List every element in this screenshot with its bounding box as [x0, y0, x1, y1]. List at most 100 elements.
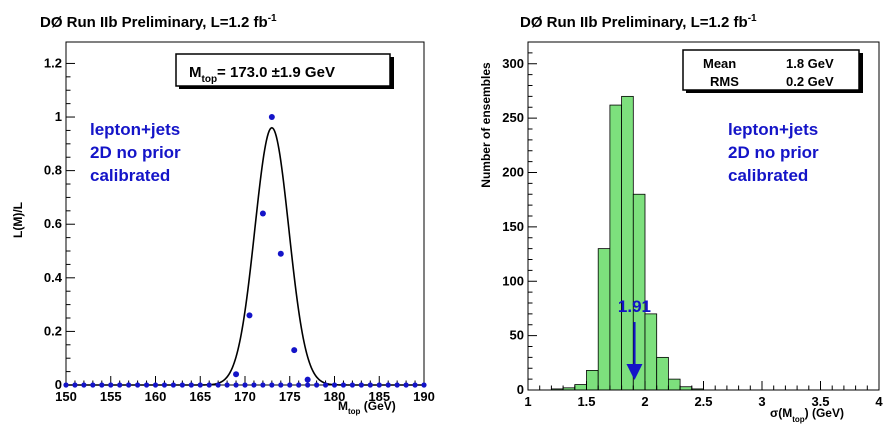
data-point — [412, 382, 418, 388]
data-point — [90, 382, 96, 388]
right-annotation: lepton+jets 2D no prior calibrated — [728, 120, 819, 185]
arrow-head — [626, 364, 643, 380]
histogram-bar — [644, 313, 658, 391]
left-x-tick-label: 190 — [413, 389, 435, 404]
right-y-tick-label: 50 — [510, 328, 524, 343]
histogram-bar — [621, 95, 634, 391]
right-plot-area: 1 1.5 2 2.5 3 3.5 4 0 50 100 150 200 250 300 1.91 — [502, 41, 883, 409]
data-point — [304, 376, 311, 383]
left-result-box: Mtop= 173.0 ±1.9 GeV — [175, 53, 394, 89]
data-point — [233, 371, 240, 378]
left-x-tick-label: 155 — [100, 389, 122, 404]
data-point — [349, 382, 355, 388]
data-point — [259, 210, 266, 217]
right-xlabel: σ(Mtop) (GeV) — [770, 406, 844, 424]
data-point — [135, 382, 141, 388]
data-point — [322, 382, 329, 388]
left-y-tick-label: 0.6 — [44, 216, 62, 231]
left-annotation-line-2: 2D no prior — [90, 143, 181, 162]
stats-rms-value: 0.2 GeV — [786, 74, 834, 89]
data-point — [277, 250, 284, 257]
left-result-text: Mtop= 173.0 ±1.9 GeV — [189, 64, 335, 85]
data-point — [143, 382, 150, 388]
data-point — [291, 347, 298, 354]
data-point — [63, 382, 69, 388]
data-point — [367, 382, 373, 388]
right-x-tick-label: 2.5 — [694, 394, 712, 409]
histogram-bar — [656, 356, 669, 391]
left-annotation: lepton+jets 2D no prior calibrated — [90, 120, 181, 185]
left-y-tick-label: 1 — [55, 109, 62, 124]
data-point — [179, 382, 185, 388]
left-plot-area: 150 155 160 165 170 175 180 185 190 0 0.2 0.4 0.6 0.8… — [44, 41, 435, 404]
left-y-tick-label: 0.8 — [44, 163, 62, 178]
data-point — [242, 382, 248, 388]
data-point — [108, 382, 114, 388]
left-x-tick-label: 170 — [234, 389, 256, 404]
right-chart: DØ Run IIb Preliminary, L=1.2 fb-1 Numbe… — [479, 13, 883, 424]
left-title: DØ Run IIb Preliminary, L=1.2 fb-1 — [40, 13, 277, 31]
data-point — [385, 382, 391, 388]
data-point — [126, 382, 132, 388]
data-point — [152, 382, 159, 388]
fit-curve — [66, 126, 424, 386]
right-stats-box: Mean 1.8 GeV RMS 0.2 GeV — [682, 49, 863, 93]
data-point — [278, 382, 284, 388]
left-y-tick-label: 0 — [55, 377, 62, 392]
right-y-tick-label: 300 — [502, 56, 524, 71]
left-x-tick-label: 150 — [55, 389, 77, 404]
data-point — [340, 382, 347, 388]
data-point — [403, 382, 409, 388]
data-point — [161, 382, 168, 388]
histogram-bar — [597, 248, 611, 391]
data-point — [206, 382, 212, 388]
left-x-tick-label: 165 — [189, 389, 211, 404]
left-annotation-line-3: calibrated — [90, 166, 170, 185]
histogram-bar — [668, 378, 681, 391]
right-x-tick-label: 3.5 — [811, 394, 829, 409]
right-y-tick-label: 250 — [502, 110, 524, 125]
histogram-bar — [586, 370, 599, 391]
data-point — [287, 382, 293, 388]
data-point — [269, 382, 275, 388]
data-point — [296, 382, 302, 388]
data-point — [268, 114, 275, 121]
right-y-tick-label: 100 — [502, 273, 524, 288]
left-x-tick-label: 160 — [145, 389, 167, 404]
data-point — [251, 382, 257, 388]
data-point — [233, 382, 239, 388]
left-y-tick-label: 0.2 — [44, 323, 62, 338]
data-point — [99, 382, 105, 388]
right-x-tick-label: 1 — [524, 394, 531, 409]
histogram-bar — [574, 384, 587, 391]
data-point — [305, 382, 311, 388]
left-y-tick-label: 1.2 — [44, 55, 62, 70]
data-point — [72, 382, 78, 388]
right-annotation-line-1: lepton+jets — [728, 120, 818, 139]
right-y-tick-label: 150 — [502, 219, 524, 234]
right-title: DØ Run IIb Preliminary, L=1.2 fb-1 — [520, 13, 757, 31]
data-point — [394, 382, 400, 388]
right-y-tick-label: 200 — [502, 165, 524, 180]
data-point — [358, 382, 364, 388]
data-point — [117, 382, 123, 388]
left-x-tick-label: 175 — [279, 389, 301, 404]
left-x-tick-label: 185 — [368, 389, 390, 404]
left-ylabel: L(M)/L — [11, 202, 25, 238]
right-x-tick-label: 2 — [641, 394, 648, 409]
data-point — [246, 312, 253, 319]
stats-mean-value: 1.8 GeV — [786, 56, 834, 71]
data-point — [224, 382, 230, 388]
left-xlabel: Mtop (GeV) — [338, 399, 396, 416]
data-point — [260, 382, 266, 388]
stats-mean-label: Mean — [703, 56, 736, 71]
data-point — [81, 382, 87, 388]
left-x-tick-label: 180 — [324, 389, 346, 404]
data-point — [331, 382, 338, 388]
right-annotation-line-2: 2D no prior — [728, 143, 819, 162]
histogram-bar — [609, 104, 623, 391]
arrow-label: 1.91 — [618, 297, 651, 316]
stats-rms-label: RMS — [710, 74, 739, 89]
data-point — [314, 382, 320, 388]
